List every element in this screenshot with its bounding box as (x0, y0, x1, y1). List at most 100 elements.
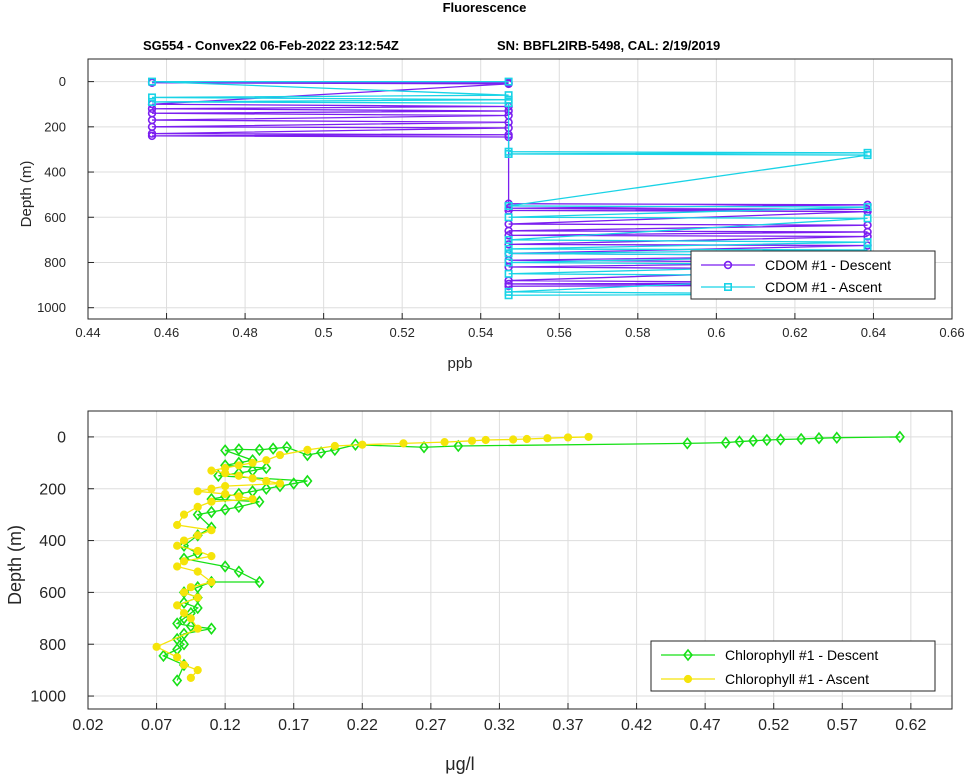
data-point (350, 438, 361, 451)
data-point (453, 439, 464, 453)
data-point (254, 443, 265, 457)
data-point (193, 593, 202, 602)
data-point (186, 673, 195, 683)
y-axis-label: Depth (m) (5, 525, 25, 605)
data-point (863, 203, 872, 212)
data-point (504, 99, 513, 108)
plot-frame (87, 410, 953, 710)
legend-box (690, 250, 936, 300)
data-point (303, 445, 312, 454)
legend-box (650, 640, 936, 692)
data-point (467, 436, 477, 445)
data-point (158, 649, 169, 663)
data-point (179, 557, 189, 566)
data-point (193, 666, 202, 675)
y-tick-label: 0 (59, 74, 66, 89)
data-point (563, 433, 573, 442)
data-point (148, 97, 157, 106)
x-tick-label: 0.02 (72, 717, 103, 734)
y-tick-label: 800 (44, 255, 66, 270)
data-point (504, 226, 513, 236)
data-point (796, 432, 807, 446)
data-point (193, 502, 202, 511)
y-tick-label: 0 (57, 430, 66, 447)
x-tick-label: 0.5 (315, 325, 333, 340)
x-tick-label: 0.22 (347, 717, 378, 734)
data-point (268, 442, 279, 455)
data-point (179, 660, 189, 670)
y-tick-label: 400 (44, 165, 66, 180)
data-point (179, 588, 189, 597)
data-point (734, 435, 745, 448)
plot-frame (87, 58, 953, 320)
y-tick-label: 1000 (37, 300, 66, 315)
data-point (206, 622, 217, 635)
data-point (504, 91, 513, 100)
data-point (234, 461, 243, 470)
y-tick-label: 200 (39, 481, 66, 498)
data-point (504, 77, 513, 86)
data-point (863, 227, 872, 237)
data-point (233, 500, 244, 514)
data-point (863, 214, 872, 223)
data-point (863, 232, 872, 241)
figure-title: Fluorescence (442, 0, 527, 15)
legend-marker (682, 648, 694, 662)
data-point (584, 432, 593, 442)
y-tick-label: 600 (44, 210, 66, 225)
data-point (179, 609, 189, 618)
x-tick-label: 0.42 (621, 717, 652, 734)
data-point (775, 433, 786, 446)
x-tick-label: 0.17 (278, 717, 309, 734)
data-point (481, 435, 490, 445)
data-point (207, 466, 216, 475)
data-point (193, 567, 202, 576)
data-point (221, 489, 230, 499)
x-tick-label: 0.62 (895, 717, 926, 734)
x-tick-label: 0.44 (75, 325, 100, 340)
x-tick-label: 0.52 (390, 325, 415, 340)
data-point (172, 617, 183, 630)
data-point (275, 479, 285, 488)
data-point (748, 434, 759, 448)
data-point (173, 653, 182, 662)
data-point (509, 435, 518, 444)
data-point (863, 238, 872, 247)
data-point (178, 637, 190, 651)
y-tick-label: 1000 (30, 689, 66, 706)
data-point (234, 471, 243, 480)
x-tick-label: 0.27 (415, 717, 446, 734)
chlorophyll-chart: 0.02 0.07 0.12 0.17 0.22 0.27 0.32 0.37 0.42 0.47… (5, 410, 953, 774)
x-axis-label: μg/l (445, 754, 474, 774)
data-point (233, 565, 244, 578)
data-point (206, 505, 217, 519)
data-point (220, 560, 231, 573)
data-point (813, 431, 824, 445)
data-point (720, 436, 731, 449)
y-tick-label: 400 (39, 533, 66, 550)
data-point (440, 437, 449, 447)
x-tick-label: 0.07 (141, 717, 172, 734)
x-tick-label: 0.64 (861, 325, 886, 340)
data-point (192, 508, 203, 521)
data-point (281, 440, 292, 454)
data-point (261, 482, 272, 496)
legend-label: Chlorophyll #1 - Descent (725, 647, 878, 663)
cdom-1-ascent-series (148, 77, 872, 300)
data-point (275, 450, 285, 460)
data-point (761, 433, 772, 447)
data-point (179, 536, 189, 545)
x-tick-label: 0.56 (547, 325, 572, 340)
x-tick-label: 0.48 (232, 325, 257, 340)
y-tick-label: 800 (39, 637, 66, 654)
data-point (173, 562, 182, 571)
data-point (147, 131, 157, 141)
data-point (193, 487, 202, 496)
y-tick-label: 200 (44, 119, 66, 134)
x-tick-label: 0.12 (210, 717, 241, 734)
x-tick-label: 0.66 (939, 325, 964, 340)
data-point (207, 552, 216, 561)
y-tick-label: 600 (39, 585, 66, 602)
data-point (248, 474, 257, 483)
data-point (186, 614, 195, 623)
